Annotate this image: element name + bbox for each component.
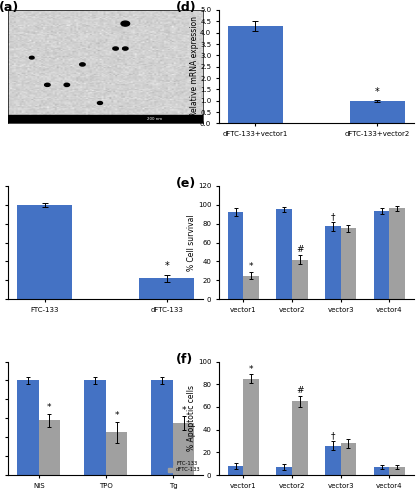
- Text: #: #: [296, 386, 303, 396]
- Bar: [390, 208, 405, 299]
- Bar: [292, 260, 308, 299]
- Text: *: *: [114, 412, 119, 420]
- Bar: [325, 446, 341, 475]
- Bar: [228, 466, 243, 475]
- Y-axis label: Relative mRNA expression: Relative mRNA expression: [190, 16, 199, 117]
- Bar: [84, 380, 106, 475]
- Text: (e): (e): [176, 176, 196, 190]
- Bar: [151, 380, 173, 475]
- Circle shape: [29, 56, 34, 59]
- Y-axis label: % Cell survival: % Cell survival: [187, 214, 196, 271]
- Bar: [140, 278, 194, 299]
- Y-axis label: % Apoptotic cells: % Apoptotic cells: [187, 386, 196, 452]
- Bar: [325, 226, 341, 299]
- Text: *: *: [249, 262, 253, 271]
- Legend: FTC-133, dFTC-133: FTC-133, dFTC-133: [168, 461, 201, 472]
- Text: *: *: [249, 365, 253, 374]
- Bar: [17, 204, 72, 299]
- Circle shape: [45, 84, 50, 86]
- Text: *: *: [165, 261, 169, 271]
- Circle shape: [97, 102, 102, 104]
- Bar: [228, 212, 243, 299]
- Bar: [374, 212, 390, 299]
- Text: †: †: [331, 212, 335, 221]
- Bar: [106, 432, 127, 475]
- Bar: [276, 467, 292, 475]
- Text: (d): (d): [176, 1, 196, 14]
- Text: (f): (f): [176, 352, 193, 366]
- Text: *: *: [375, 87, 380, 97]
- Bar: [276, 210, 292, 299]
- Circle shape: [113, 47, 118, 50]
- Circle shape: [80, 63, 85, 66]
- Circle shape: [122, 47, 128, 50]
- Bar: [173, 423, 194, 475]
- Bar: [374, 467, 390, 475]
- Bar: [292, 402, 308, 475]
- Circle shape: [64, 84, 69, 86]
- Text: (a): (a): [0, 1, 19, 14]
- Bar: [350, 100, 405, 124]
- Bar: [243, 378, 259, 475]
- Text: *: *: [47, 403, 52, 412]
- Text: *: *: [181, 406, 186, 414]
- Circle shape: [121, 21, 130, 26]
- Bar: [341, 228, 356, 299]
- Bar: [341, 443, 356, 475]
- Text: 200 nm: 200 nm: [147, 118, 162, 122]
- Bar: [390, 467, 405, 475]
- Bar: [39, 420, 60, 475]
- Text: #: #: [296, 245, 303, 254]
- Bar: [243, 276, 259, 299]
- Bar: [17, 380, 39, 475]
- Bar: [8, 116, 203, 124]
- Text: †: †: [331, 432, 335, 440]
- Bar: [228, 26, 283, 124]
